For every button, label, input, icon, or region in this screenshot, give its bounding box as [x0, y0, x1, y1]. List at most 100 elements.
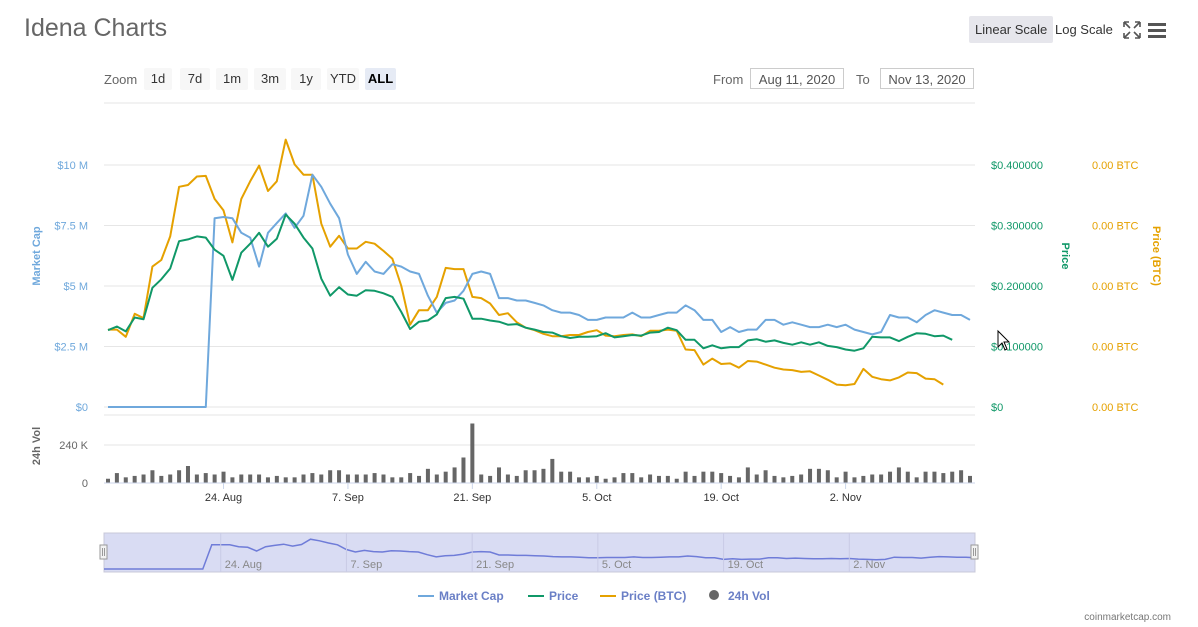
volume-bar	[354, 474, 359, 483]
page-title: Idena Charts	[24, 14, 168, 42]
volume-bar	[532, 470, 537, 483]
market-cap-tick-label: $10 M	[57, 160, 88, 172]
volume-bar	[114, 473, 119, 483]
volume-bar	[639, 477, 644, 483]
legend-label: Market Cap	[439, 589, 504, 603]
volume-bar	[425, 468, 430, 483]
from-date-input[interactable]: Aug 11, 2020	[750, 68, 844, 89]
volume-bar	[497, 467, 502, 483]
from-label: From	[713, 72, 744, 87]
navigator-handle[interactable]	[970, 544, 979, 560]
zoom-1d-button[interactable]: 1d	[144, 68, 172, 90]
to-label: To	[856, 72, 870, 87]
zoom-3m-button[interactable]: 3m	[254, 68, 286, 90]
price-tick-label: $0.400000	[991, 160, 1043, 172]
volume-bar	[337, 470, 342, 483]
volume-bar	[203, 473, 208, 483]
volume-bar	[417, 475, 422, 483]
volume-bar	[959, 470, 964, 483]
volume-bar	[576, 477, 581, 483]
price-btc-tick-label: 0.00 BTC	[1092, 342, 1139, 354]
volume-bar	[408, 473, 413, 483]
volume-bar	[479, 474, 484, 483]
volume-bar	[879, 474, 884, 483]
volume-bar	[736, 477, 741, 483]
volume-bar	[221, 471, 226, 483]
volume-bar	[923, 471, 928, 483]
price-btc-tick-label: 0.00 BTC	[1092, 221, 1139, 233]
volume-bar	[612, 477, 617, 483]
volume-bar	[257, 474, 262, 483]
market-cap-tick-label: $2.5 M	[54, 342, 88, 354]
navigator-tick-label: 7. Sep	[350, 559, 382, 571]
to-date-input[interactable]: Nov 13, 2020	[880, 68, 974, 89]
legend-price-btc[interactable]: Price (BTC)	[600, 589, 686, 603]
volume-bar	[123, 477, 128, 483]
legend: Market Cap Price Price (BTC) 24h Vol	[418, 589, 770, 603]
volume-bar	[968, 475, 972, 483]
volume-bar	[585, 477, 590, 483]
volume-bar	[212, 474, 217, 483]
volume-bar	[434, 474, 439, 483]
volume-bar	[292, 477, 297, 483]
volume-bar	[363, 474, 368, 483]
volume-bar	[301, 474, 306, 483]
navigator-series	[104, 538, 976, 570]
volume-bar	[568, 471, 573, 483]
price-btc-axis: 0.00 BTC 0.00 BTC 0.00 BTC 0.00 BTC 0.00 BTC…	[1092, 160, 1162, 414]
zoom-1y-button[interactable]: 1y	[291, 68, 321, 90]
x-tick-label: 19. Oct	[703, 492, 738, 504]
zoom-ytd-button[interactable]: YTD	[327, 68, 359, 90]
volume-bar	[852, 477, 857, 483]
price-tick-label: $0.300000	[991, 221, 1043, 233]
legend-24h-vol[interactable]: 24h Vol	[709, 589, 770, 603]
volume-tick-label: 240 K	[59, 440, 88, 452]
linear-scale-button[interactable]: Linear Scale	[969, 16, 1054, 43]
x-tick-label: 5. Oct	[582, 492, 611, 504]
volume-bar	[514, 475, 519, 483]
navigator-handle[interactable]	[99, 544, 108, 560]
market-cap-axis-title: Market Cap	[31, 226, 43, 286]
volume-bar	[168, 474, 173, 483]
volume-bar	[310, 473, 315, 483]
legend-price[interactable]: Price	[528, 589, 579, 603]
volume-bar	[461, 457, 466, 483]
expand-icon[interactable]	[1121, 19, 1143, 41]
legend-market-cap[interactable]: Market Cap	[418, 589, 504, 603]
volume-axis-title: 24h Vol	[31, 427, 43, 465]
volume-bar	[390, 477, 395, 483]
volume-bar	[825, 470, 830, 483]
navigator-handle-box	[99, 544, 108, 560]
volume-bar	[177, 470, 182, 483]
volume-bar	[701, 471, 706, 483]
hamburger-menu-icon[interactable]	[1147, 19, 1169, 41]
zoom-all-button[interactable]: ALL	[365, 68, 396, 90]
market-cap-line	[108, 173, 971, 408]
legend-label: Price (BTC)	[621, 589, 686, 603]
volume-bar	[728, 475, 733, 483]
volume-bar	[550, 458, 555, 483]
series-lines	[107, 138, 971, 408]
zoom-7d-button[interactable]: 7d	[180, 68, 210, 90]
volume-bar	[941, 473, 946, 483]
volume-bar	[488, 475, 493, 483]
volume-bar	[630, 473, 635, 483]
log-scale-button[interactable]: Log Scale	[1055, 22, 1113, 37]
volume-bar	[665, 475, 670, 483]
zoom-1m-button[interactable]: 1m	[216, 68, 248, 90]
volume-bar	[594, 475, 599, 483]
navigator-tick-label: 5. Oct	[602, 559, 631, 571]
price-btc-tick-label: 0.00 BTC	[1092, 402, 1139, 414]
navigator-handle-box	[970, 544, 979, 560]
volume-bar	[772, 475, 777, 483]
credit-text: coinmarketcap.com	[1084, 612, 1171, 623]
volume-bar	[194, 474, 199, 483]
market-cap-tick-label: $7.5 M	[54, 221, 88, 233]
volume-bar	[950, 471, 955, 483]
volume-bar	[345, 474, 350, 483]
volume-bar	[523, 470, 528, 483]
volume-bar	[896, 467, 901, 483]
price-btc-line	[108, 138, 944, 387]
volume-bar	[763, 470, 768, 483]
